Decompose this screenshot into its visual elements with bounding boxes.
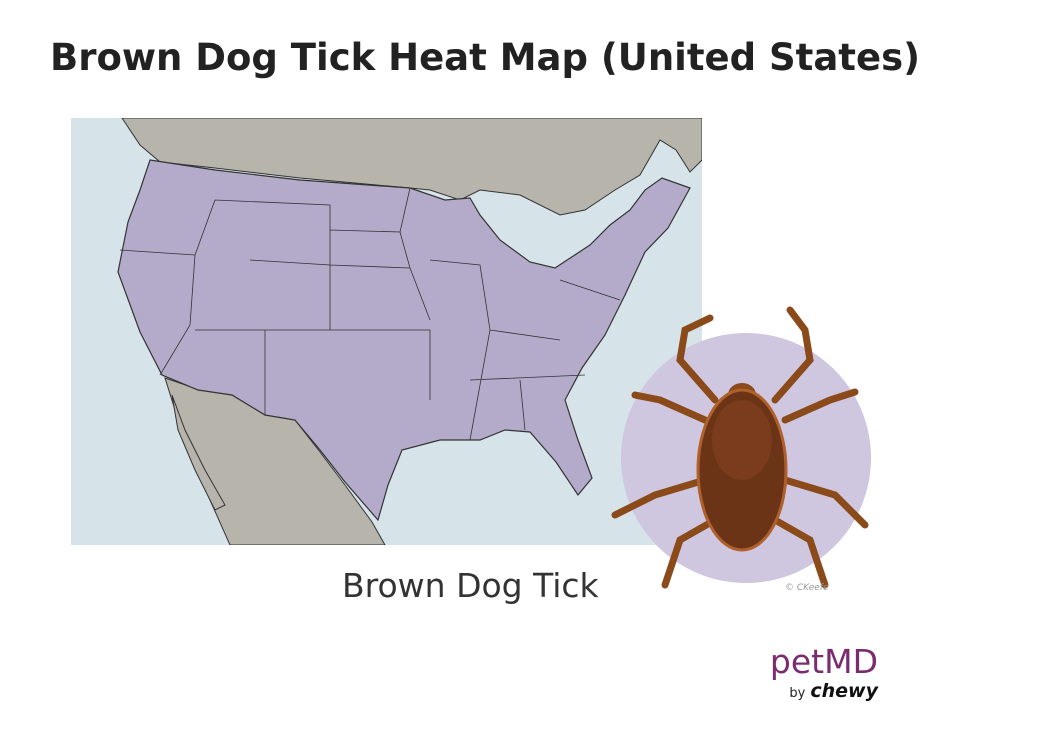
artist-signature: © CKeefe [785,583,829,593]
page-title: Brown Dog Tick Heat Map (United States) [50,36,921,79]
canada-land [121,118,702,216]
logo-parent: chewy [810,680,878,702]
state-borders [119,187,621,441]
logo-by: by [789,686,806,701]
petmd-logo: petMD by chewy [752,642,878,703]
tick-scutum [712,400,772,480]
logo-brand: petMD [769,642,878,681]
map-caption: Brown Dog Tick [342,566,599,605]
brown-dog-tick-illustration [611,306,869,589]
baja-peninsula [171,394,226,511]
united-states [117,159,691,522]
